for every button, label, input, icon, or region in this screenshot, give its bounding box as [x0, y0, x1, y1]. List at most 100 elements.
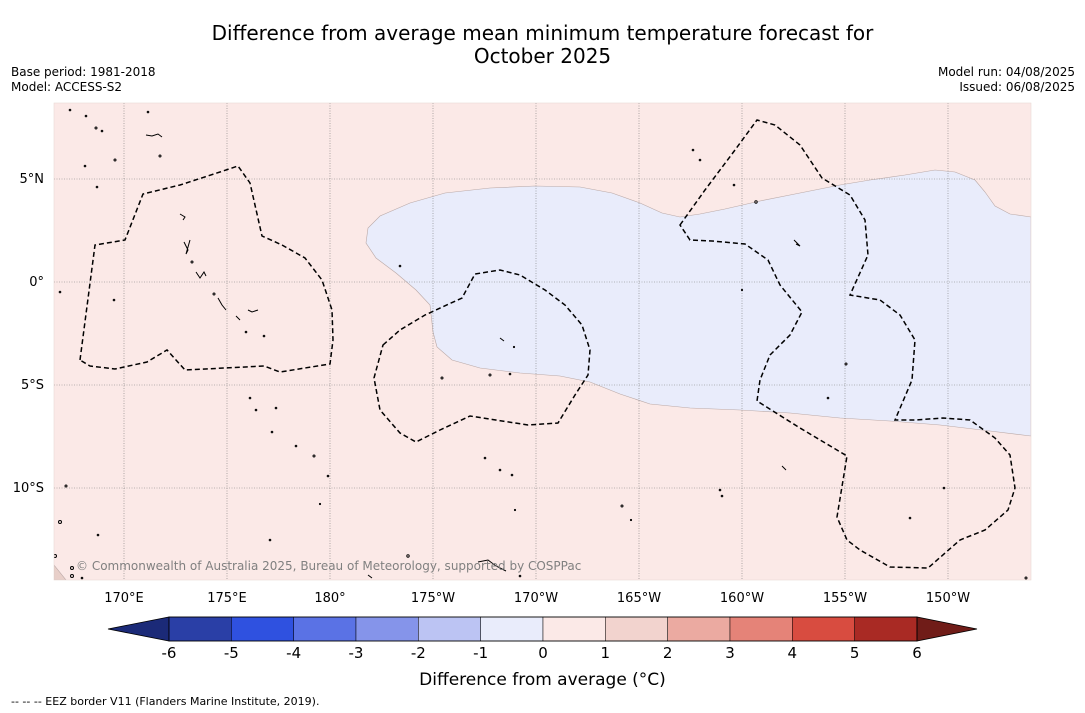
island — [488, 373, 492, 377]
colorbar-ticks: -6 -5 -4 -3 -2 -1 0 1 2 3 4 5 6 — [162, 644, 922, 662]
eez-borders — [79, 119, 1016, 569]
island — [268, 538, 272, 542]
island — [217, 297, 227, 311]
colorbar-segment — [168, 616, 232, 642]
colorbar-label: Difference from average (°C) — [419, 670, 666, 690]
colorbar-segment — [418, 616, 481, 642]
island — [58, 520, 62, 524]
colorbar-segment — [854, 616, 918, 642]
island — [691, 148, 695, 152]
island — [740, 288, 744, 292]
base-period-text: Base period: 1981-2018 — [11, 65, 156, 79]
island — [629, 518, 633, 522]
island — [70, 566, 74, 570]
island — [294, 444, 298, 448]
island — [477, 559, 507, 572]
island — [195, 271, 207, 279]
anomaly-region-below-average — [365, 169, 1031, 437]
island — [94, 126, 98, 130]
island — [518, 574, 522, 578]
colorbar-tick-label: -4 — [286, 644, 301, 662]
island — [793, 239, 801, 247]
island — [70, 574, 74, 578]
island — [1024, 576, 1028, 580]
lon-label: 175°E — [207, 591, 247, 606]
lon-label: 160°W — [720, 591, 764, 606]
colorbar: -6 -5 -4 -3 -2 -1 0 1 2 3 4 5 6 — [107, 616, 978, 662]
island — [312, 454, 316, 458]
model-run-text: Model run: 04/08/2025 — [937, 65, 1075, 79]
island — [95, 185, 99, 189]
lat-label: 5°N — [20, 172, 45, 187]
island — [754, 200, 758, 204]
island — [510, 473, 514, 477]
island — [406, 554, 410, 558]
island — [483, 456, 487, 460]
colorbar-segment — [729, 616, 793, 642]
island — [158, 154, 162, 158]
lon-label: 155°W — [823, 591, 867, 606]
island — [212, 292, 216, 296]
lon-label: 150°W — [926, 591, 970, 606]
colorbar-tick-label: 6 — [912, 644, 922, 662]
island — [183, 239, 191, 255]
eez-border-line-islands — [679, 119, 1016, 569]
colorbar-segment — [480, 616, 544, 642]
island — [318, 502, 322, 506]
map-title: Difference from average mean minimum tem… — [0, 22, 1085, 68]
colorbar-segment — [542, 616, 606, 642]
graticule — [54, 103, 1031, 580]
island — [498, 468, 502, 472]
colorbar-tick-label: 1 — [601, 644, 611, 662]
lat-label: 5°S — [21, 378, 44, 393]
colorbar-under-arrow — [107, 616, 170, 642]
island — [235, 315, 241, 321]
lat-label: 10°S — [13, 481, 44, 496]
colorbar-over-arrow — [916, 616, 978, 642]
model-text: Model: ACCESS-S2 — [11, 80, 123, 94]
island — [270, 430, 274, 434]
colorbar-segment — [605, 616, 668, 642]
island — [908, 516, 912, 520]
island — [398, 264, 402, 268]
lon-label: 165°W — [617, 591, 661, 606]
run-info: Model run: 04/08/2025 Issued: 06/08/2025 — [938, 65, 1075, 95]
island — [64, 484, 68, 488]
colorbar-tick-label: -1 — [473, 644, 488, 662]
colorbar-frame — [168, 616, 918, 642]
lon-label: 180° — [314, 591, 345, 606]
colorbar-segment — [231, 616, 294, 642]
colorbar-tick-label: -2 — [411, 644, 426, 662]
island — [112, 298, 116, 302]
colorbar-tick-label: 5 — [850, 644, 860, 662]
island — [254, 408, 258, 412]
longitude-labels: 170°E 175°E 180° 175°W 170°W 165°W 160°W… — [104, 591, 970, 606]
island — [718, 488, 722, 492]
island — [732, 183, 736, 187]
lon-label: 175°W — [411, 591, 455, 606]
lon-label: 170°W — [514, 591, 558, 606]
eez-border-kiribati-gilbert — [79, 165, 334, 373]
island — [326, 474, 330, 478]
eez-border-tokelau-phoenix — [373, 269, 591, 443]
island — [698, 158, 702, 162]
colorbar-segment — [293, 616, 357, 642]
island — [80, 576, 84, 580]
map-frame — [53, 102, 1032, 581]
colorbar-tick-label: 0 — [538, 644, 548, 662]
island — [100, 129, 104, 133]
colorbar-segment — [355, 616, 419, 642]
issued-text: Issued: 06/08/2025 — [959, 80, 1075, 94]
latitude-labels: 5°N 0° 5°S 10°S — [13, 172, 44, 496]
island — [513, 508, 517, 512]
land-corner — [54, 564, 67, 580]
island — [145, 133, 163, 138]
island — [512, 345, 516, 349]
island — [247, 309, 259, 313]
island — [440, 376, 444, 380]
island — [190, 260, 194, 264]
island — [113, 158, 117, 162]
colorbar-tick-label: -5 — [224, 644, 239, 662]
island — [826, 396, 830, 400]
lat-label: 0° — [29, 275, 44, 290]
